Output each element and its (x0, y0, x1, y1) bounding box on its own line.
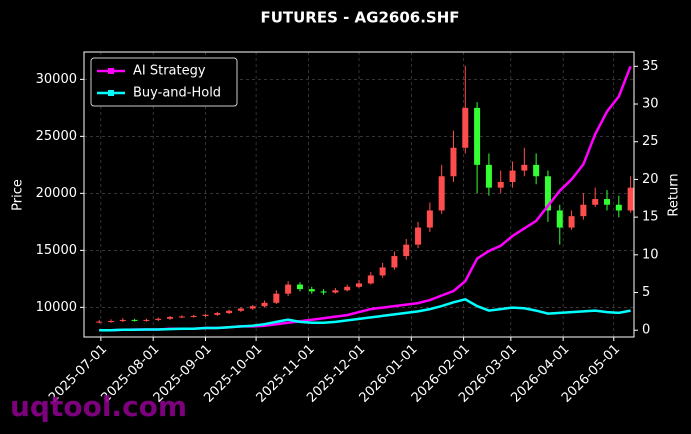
candle-body (214, 313, 221, 315)
candle-body (615, 204, 622, 211)
y-tick-label: 15000 (36, 243, 77, 258)
candle-body (474, 107, 481, 165)
candle-body (261, 302, 268, 307)
candle-body (107, 321, 114, 323)
return-line (99, 297, 631, 332)
y-axis-label: Price (11, 179, 26, 211)
y2-tick-label: 30 (642, 97, 659, 112)
candle-body (178, 316, 185, 318)
legend-label: Buy-and-Hold (133, 86, 221, 101)
candle-body (344, 286, 351, 291)
chart-title: FUTURES - AG2606.SHF (260, 9, 459, 27)
y2-tick-label: 20 (642, 172, 659, 187)
y-tick-label: 25000 (36, 129, 77, 144)
candle-body (308, 289, 315, 292)
y2-tick-label: 5 (642, 285, 650, 300)
legend-box (90, 57, 238, 107)
candle-body (367, 275, 374, 284)
candle-body (497, 181, 504, 188)
candle-body (332, 290, 339, 293)
candle-body (273, 293, 280, 303)
plot-frame (83, 51, 635, 338)
legend-marker (108, 90, 114, 96)
legend-label: AI Strategy (133, 64, 206, 79)
y2-tick-label: 15 (642, 210, 659, 225)
candle-body (320, 291, 327, 293)
candle-body (403, 244, 410, 257)
y2-tick-label: 0 (642, 323, 650, 338)
candle-body (391, 256, 398, 268)
y2-tick-label: 25 (642, 134, 659, 149)
candle-body (356, 283, 362, 287)
candle-body (190, 315, 197, 317)
candle-body (426, 210, 433, 228)
candle-body (285, 284, 292, 294)
y2-tick-label: 35 (642, 59, 659, 74)
y-tick-label: 20000 (36, 186, 77, 201)
candle-body (580, 204, 587, 217)
candle-body (237, 308, 244, 311)
legend-marker (108, 68, 114, 74)
candle-body (509, 170, 516, 182)
candle-body (627, 187, 634, 211)
candle-body (96, 321, 103, 323)
candle-body (226, 310, 233, 314)
y-tick-label: 10000 (36, 300, 77, 315)
candle-body (485, 164, 492, 188)
candle-body (202, 314, 209, 316)
watermark: uqtool.com (10, 390, 187, 423)
candle-body (521, 164, 528, 171)
candle-body (415, 227, 422, 245)
candle-body (592, 199, 599, 205)
candle-body (604, 199, 611, 205)
candle-body (533, 164, 540, 177)
y-tick-label: 30000 (36, 72, 77, 87)
candle-body (131, 319, 138, 321)
candle-body (155, 318, 162, 320)
candle-body (450, 147, 457, 177)
candle-body (249, 306, 256, 309)
candle-body (568, 216, 575, 228)
candle-body (438, 176, 445, 211)
candle-body (167, 317, 174, 319)
candle-body (296, 284, 303, 290)
candle-body (556, 210, 563, 228)
y2-axis-label: Return (667, 173, 682, 216)
y2-tick-label: 10 (642, 247, 659, 262)
candle-body (544, 176, 551, 211)
candle-body (119, 319, 126, 322)
candle-body (379, 267, 386, 276)
candle-body (143, 319, 150, 321)
candle-body (462, 107, 469, 148)
